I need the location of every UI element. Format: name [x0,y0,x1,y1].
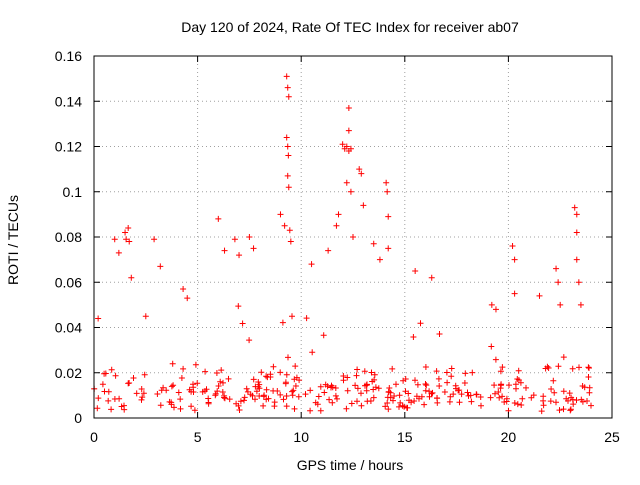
x-tick-label: 0 [90,429,98,445]
roti-spike-point [115,249,122,256]
roti-spike-point [123,236,130,243]
roti-spike-point [128,274,135,281]
roti-spike-point [250,245,257,252]
roti-spike-point [231,236,238,243]
roti-spike-point [339,141,346,148]
roti-spike-point [335,211,342,218]
roti-spike-point [111,236,118,243]
roti-spike-point [536,292,543,299]
roti-spike-point [236,252,243,259]
tick-marks: 0 5 10 15 20 25 0 0.02 0.04 0.06 0.08 0.1 0.12 0.14 0.… [55,48,620,445]
roti-spike-point [571,204,578,211]
y-tick-label: 0 [74,410,82,426]
roti-spike-point [281,222,288,229]
roti-spike-point [358,170,365,177]
roti-spike-point [157,263,164,270]
roti-spike-point [126,238,133,245]
roti-spike-point [325,247,332,254]
roti-spike-point [385,245,392,252]
y-tick-label: 0.04 [55,320,82,336]
roti-spike-point [215,215,222,222]
roti-spike-point [573,256,580,263]
roti-spike-point [184,295,191,302]
data-points [91,73,594,415]
roti-spike-point [385,213,392,220]
chart-title: Day 120 of 2024, Rate Of TEC Index for r… [181,19,519,35]
roti-spike-point [246,234,253,240]
roti-spike-point [283,73,290,80]
roti-spike-point [284,84,291,91]
y-tick-label: 0.14 [55,93,82,109]
roti-spike-point [345,127,352,134]
x-tick-label: 15 [397,429,413,445]
y-tick-label: 0.12 [55,139,82,155]
x-tick-label: 20 [501,429,517,445]
roti-spike-point [488,301,495,308]
roti-spike-point [125,224,132,231]
roti-spike-point [384,188,391,195]
y-tick-label: 0.06 [55,274,82,290]
roti-spike-point [142,313,149,320]
roti-spike-point [356,166,363,173]
roti-spike-point [383,179,390,186]
roti-spike-point [428,274,435,281]
roti-spike-point [511,256,518,263]
roti-spike-point [283,134,290,141]
roti-spike-point [284,143,291,150]
roti-spike-point [285,93,292,100]
roti-spike-point [345,105,352,112]
x-tick-label: 25 [604,429,620,445]
y-tick-label: 0.08 [55,229,82,245]
roti-spike-point [285,152,292,159]
roti-spike-point [122,229,129,236]
roti-spike-point [343,179,350,186]
roti-spike-point [557,301,564,308]
y-tick-label: 0.1 [63,184,83,200]
y-axis-label: ROTI / TECUs [5,195,21,285]
roti-spike-point [285,184,292,191]
roti-spike-point [333,222,340,229]
roti-spike-point [180,286,187,293]
roti-spike-point [95,315,102,322]
roti-spike-point [573,229,580,236]
roti-spike-point [277,211,284,218]
roti-spike-point [577,301,584,308]
x-axis-label: GPS time / hours [297,457,404,473]
roti-spike-point [308,261,315,268]
roti-spike-point [343,143,350,150]
roti-spike-point [575,279,582,286]
roti-spike-point [347,188,354,195]
roti-point-cloud [91,303,594,415]
roti-spike-point [370,240,377,247]
y-tick-label: 0.02 [55,365,82,381]
roti-spike-point [412,267,419,274]
roti-spike-point [284,172,291,179]
roti-spike-point [511,290,518,297]
roti-spike-point [350,234,356,240]
grid-lines [94,56,612,418]
roti-spike-point [286,227,293,234]
roti-spike-point [573,211,580,218]
roti-spike-point [151,236,158,243]
roti-spike-point [376,256,383,263]
x-tick-label: 5 [194,429,202,445]
roti-spike-point [492,306,499,313]
y-tick-label: 0.16 [55,48,82,64]
roti-spike-point [509,243,516,250]
roti-spike-point [287,238,294,245]
x-tick-label: 10 [293,429,309,445]
roti-spike-point [221,247,228,254]
roti-spike-point [360,202,367,209]
roti-spike-point [555,279,562,286]
roti-spike-point [553,265,560,272]
roti-spike-point [347,145,354,152]
